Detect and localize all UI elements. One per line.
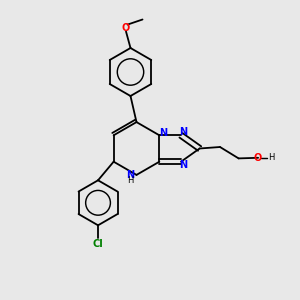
Text: H: H [127, 176, 133, 185]
Text: O: O [254, 153, 262, 163]
Text: N: N [159, 128, 167, 138]
Text: Cl: Cl [93, 239, 104, 249]
Text: O: O [122, 22, 130, 33]
Text: N: N [179, 127, 188, 137]
Text: N: N [126, 170, 134, 180]
Text: H: H [268, 153, 274, 162]
Text: N: N [179, 160, 188, 170]
